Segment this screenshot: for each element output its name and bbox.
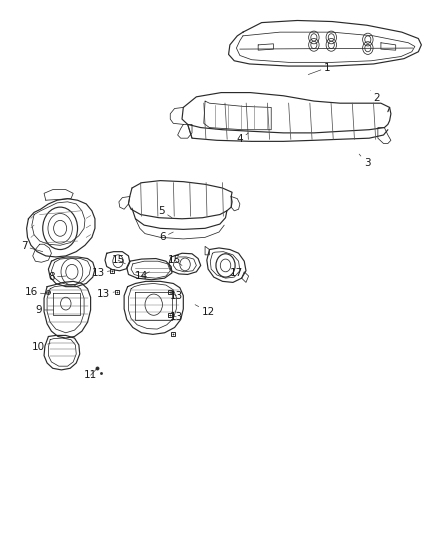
Text: 14: 14 (135, 271, 149, 281)
Text: 13: 13 (97, 289, 115, 299)
Text: 2: 2 (371, 91, 380, 103)
Text: 15: 15 (111, 255, 125, 265)
Text: 11: 11 (84, 368, 97, 380)
Text: 1: 1 (308, 63, 330, 75)
Text: 12: 12 (195, 305, 215, 317)
Text: 13: 13 (92, 268, 111, 278)
Text: 7: 7 (21, 241, 43, 252)
Text: 16: 16 (25, 287, 47, 297)
Text: 4: 4 (237, 133, 249, 144)
Text: 13: 13 (169, 290, 183, 301)
Text: 3: 3 (359, 154, 370, 168)
Text: 13: 13 (169, 312, 183, 322)
Text: 8: 8 (48, 272, 66, 282)
Text: 17: 17 (227, 268, 243, 278)
Text: 9: 9 (35, 305, 53, 315)
Text: 6: 6 (159, 232, 173, 243)
Text: 10: 10 (32, 342, 50, 352)
Text: 5: 5 (158, 206, 172, 217)
Text: 15: 15 (168, 255, 182, 265)
